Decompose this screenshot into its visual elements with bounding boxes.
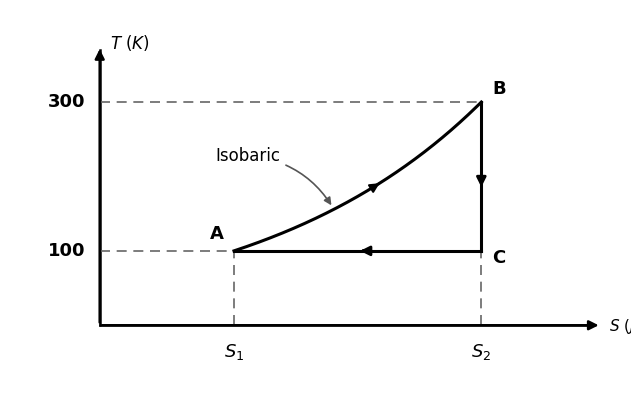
Text: B: B — [492, 80, 505, 98]
Text: 100: 100 — [48, 242, 86, 260]
Text: C: C — [492, 249, 505, 267]
Text: $S$ $(J/K)$: $S$ $(J/K)$ — [608, 317, 631, 336]
Text: Isobaric: Isobaric — [216, 147, 331, 204]
Text: 300: 300 — [48, 93, 86, 111]
Text: A: A — [209, 226, 223, 243]
Text: $S_1$: $S_1$ — [224, 342, 244, 362]
Text: $T$ $(K)$: $T$ $(K)$ — [110, 32, 150, 53]
Text: $S_2$: $S_2$ — [471, 342, 492, 362]
